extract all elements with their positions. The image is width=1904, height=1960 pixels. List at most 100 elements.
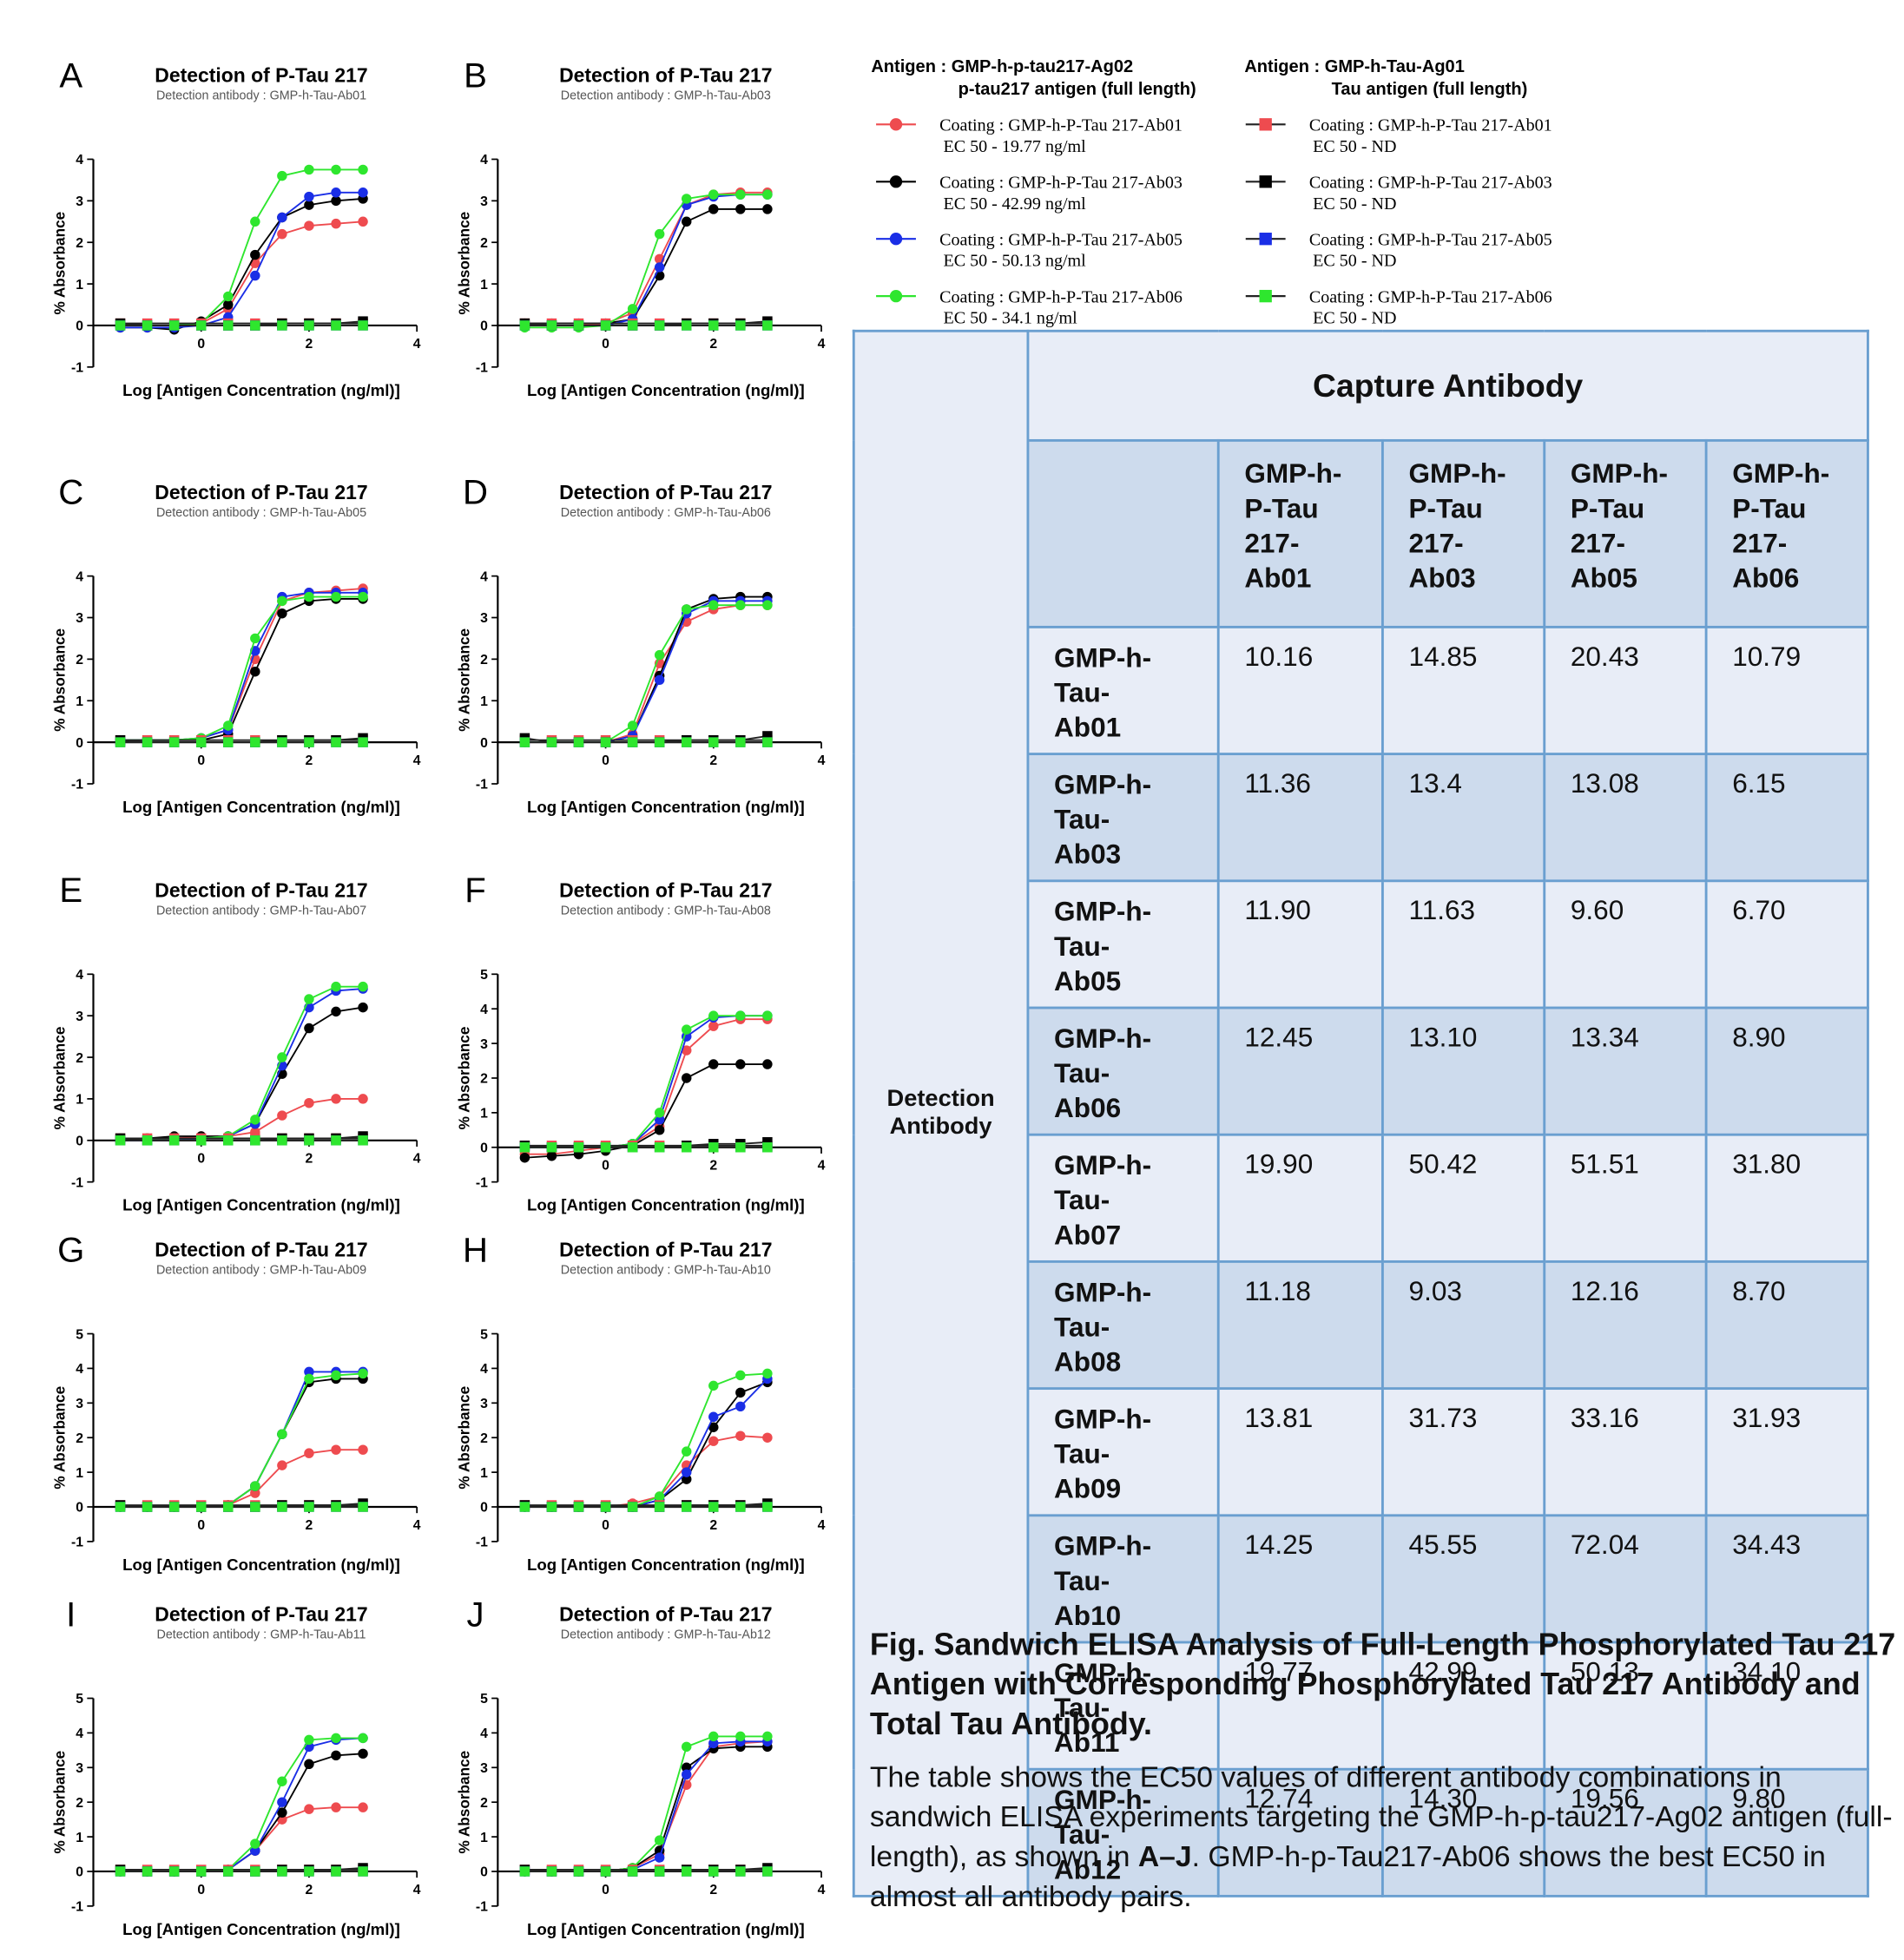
circle-marker [762, 1059, 773, 1069]
circle-marker [304, 1734, 314, 1746]
y-tick-label: 5 [76, 1692, 83, 1707]
y-tick-label: 0 [480, 1501, 488, 1516]
circle-marker [654, 1108, 665, 1118]
ec50-value: 34.43 [1704, 1514, 1869, 1644]
x-axis-label: Log [Antigen Concentration (ng/ml)] [527, 1920, 805, 1938]
square-marker [762, 320, 773, 331]
square-marker [681, 320, 692, 331]
circle-marker [654, 228, 665, 240]
x-tick-label: 4 [413, 753, 421, 768]
square-marker [277, 320, 287, 331]
panel-label: D [463, 472, 488, 511]
x-tick-label: 0 [197, 1883, 205, 1898]
y-tick-label: -1 [476, 1175, 488, 1190]
legend-marker [1259, 233, 1272, 246]
square-marker [708, 737, 719, 747]
caption-text: . GMP-h-p-Tau217-Ab06 shows the best EC5… [869, 1839, 1826, 1913]
row-header: GMP-h-Tau-Ab07 [1026, 1133, 1220, 1263]
series-line [524, 1746, 768, 1872]
square-marker [277, 1502, 287, 1512]
circle-marker [358, 591, 368, 602]
x-tick-label: 4 [818, 1518, 826, 1533]
x-tick-label: 4 [413, 1883, 421, 1898]
circle-marker [304, 1023, 314, 1034]
square-marker [708, 1142, 719, 1153]
caption-bold: A–J [1137, 1839, 1192, 1873]
y-tick-label: 2 [480, 236, 488, 251]
series-line [120, 1006, 364, 1140]
y-tick-label: 1 [480, 1107, 488, 1121]
square-marker [735, 1142, 746, 1153]
y-tick-label: 2 [76, 236, 83, 251]
x-tick-label: 0 [602, 1518, 609, 1533]
ec50-value: 13.34 [1543, 1006, 1708, 1136]
table-row: GMP-h-Tau-Ab07 19.90 50.42 51.51 31.80 [853, 1133, 1869, 1263]
legend-marker [1259, 289, 1272, 303]
square-marker [195, 1866, 207, 1877]
chart-title: Detection of P-Tau 217 [559, 1603, 772, 1626]
ec50-value: 34.10 [1704, 1641, 1869, 1771]
circle-marker [331, 591, 341, 602]
circle-marker [735, 1370, 746, 1381]
legend-header: Tau antigen (full length) [1332, 80, 1528, 99]
y-tick-label: 2 [76, 1051, 83, 1066]
circle-marker [654, 262, 665, 273]
square-marker [358, 320, 368, 331]
square-marker [331, 1502, 341, 1512]
circle-marker [735, 1387, 746, 1398]
ec50-value: 72.04 [1543, 1514, 1708, 1644]
legend-label: Coating : GMP-h-P-Tau 217-Ab01 [939, 115, 1183, 135]
legend-ec50: EC 50 - 34.1 ng/ml [943, 309, 1077, 328]
row-header: GMP-h-Tau-Ab10 [1026, 1514, 1220, 1644]
legend-ec50: EC 50 - ND [1313, 137, 1396, 156]
circle-marker [762, 204, 773, 214]
square-marker [654, 737, 665, 747]
ec50-value: 50.13 [1543, 1641, 1708, 1771]
y-tick-label: 4 [480, 1362, 488, 1377]
y-axis-label: % Absorbance [51, 1751, 69, 1854]
chart-subtitle: Detection antibody : GMP-h-Tau-Ab05 [156, 506, 366, 520]
caption-title: Fig. Sandwich ELISA Analysis of Full-Len… [869, 1627, 1896, 1742]
circle-marker [762, 1368, 773, 1379]
square-marker [142, 1135, 153, 1146]
y-tick-label: 3 [480, 194, 488, 209]
series-line [524, 207, 768, 325]
legend-ec50: EC 50 - ND [1313, 309, 1396, 328]
square-marker [358, 737, 368, 747]
y-tick-label: -1 [476, 1900, 488, 1915]
legend-label: Coating : GMP-h-P-Tau 217-Ab06 [1309, 287, 1552, 306]
y-tick-label: 1 [76, 278, 83, 293]
x-axis-label: Log [Antigen Concentration (ng/ml)] [122, 1196, 400, 1214]
y-tick-label: 1 [480, 1831, 488, 1845]
square-marker [223, 1866, 234, 1877]
circle-marker [681, 1474, 692, 1484]
ec50-value: 45.55 [1380, 1514, 1546, 1644]
y-tick-label: -1 [476, 1536, 488, 1550]
ec50-value: 8.70 [1704, 1260, 1869, 1391]
caption-text: The table shows the EC50 values of diffe… [869, 1760, 1893, 1873]
circle-marker [331, 981, 341, 992]
ec50-value: 8.90 [1704, 1006, 1869, 1136]
y-tick-label: 1 [480, 1466, 488, 1481]
circle-marker [735, 1731, 746, 1742]
y-tick-label: 1 [76, 1831, 83, 1845]
row-header: GMP-h-Tau-Ab12 [1026, 1767, 1220, 1898]
ec50-value: 14.25 [1216, 1514, 1384, 1644]
chart-subtitle: Detection antibody : GMP-h-Tau-Ab03 [561, 89, 771, 103]
circle-marker [654, 1115, 665, 1125]
circle-marker [358, 216, 368, 227]
square-marker [762, 1866, 773, 1877]
chart-subtitle: Detection antibody : GMP-h-Tau-Ab07 [156, 904, 366, 918]
y-tick-label: 1 [480, 278, 488, 293]
square-marker [115, 1502, 126, 1512]
square-marker [681, 1866, 692, 1877]
circle-marker [762, 1010, 773, 1021]
y-tick-label: 4 [76, 968, 83, 983]
ec50-value: 19.77 [1216, 1641, 1384, 1771]
y-tick-label: 0 [76, 1135, 83, 1149]
series-line [120, 595, 364, 741]
x-tick-label: 0 [197, 1152, 205, 1167]
x-tick-label: 0 [197, 337, 205, 352]
square-marker [708, 320, 719, 331]
